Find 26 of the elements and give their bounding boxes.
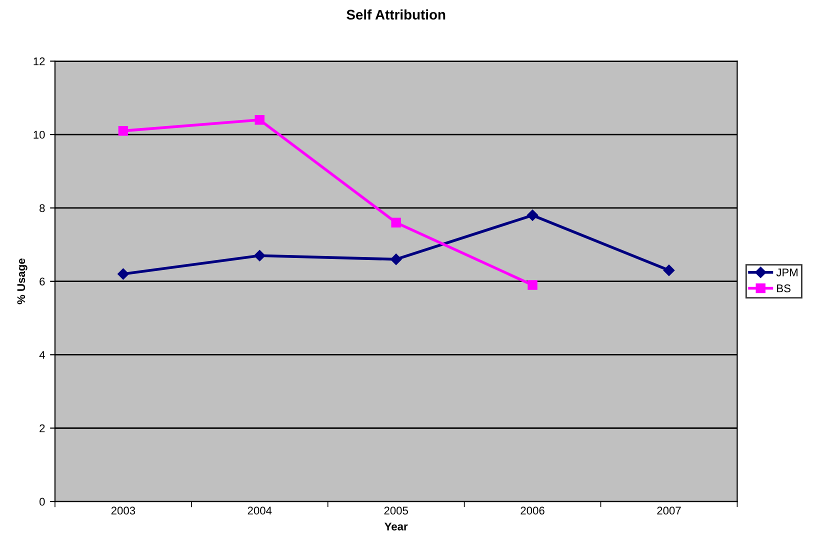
x-axis-title: Year [384, 522, 408, 530]
point [390, 254, 402, 265]
x-tick-label: 2004 [248, 506, 272, 515]
x-tick-label: 2003 [111, 506, 136, 515]
point [254, 115, 265, 125]
chart-title: Self Attribution [346, 9, 446, 20]
point [526, 210, 538, 221]
y-tick-label: 10 [34, 130, 45, 139]
x-tick-label: 2005 [384, 506, 408, 515]
legend-label: BS [777, 284, 790, 292]
y-tick-label: 12 [34, 57, 45, 66]
y-axis-title: % Usage [17, 258, 28, 304]
x-tick-label: 2006 [520, 506, 544, 515]
point [118, 126, 128, 136]
y-tick-label: 6 [40, 278, 45, 286]
point [254, 250, 266, 262]
y-tick-label: 4 [39, 351, 45, 359]
point [118, 268, 129, 280]
point [663, 264, 675, 276]
legend-label: JPM [776, 268, 798, 276]
point [528, 280, 538, 290]
y-tick-label: 0 [40, 498, 45, 506]
point [391, 218, 401, 228]
x-tick-label: 2007 [657, 506, 681, 515]
y-tick-label: 2 [40, 424, 45, 432]
y-tick-label: 8 [40, 204, 45, 212]
